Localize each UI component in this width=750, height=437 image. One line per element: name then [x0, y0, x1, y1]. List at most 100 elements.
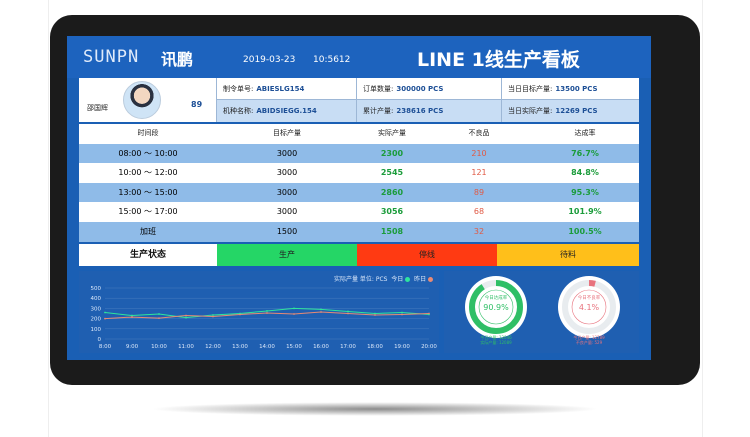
cell-actual: 1508 — [380, 227, 404, 236]
y-tick-label: 400 — [91, 296, 102, 302]
data-point — [401, 313, 403, 316]
gauge-line-1: 今日产量: 12789 — [573, 334, 605, 340]
data-point — [266, 310, 268, 312]
legend-today-label: 今日 — [391, 276, 404, 283]
cell-target: 3000 — [276, 187, 298, 197]
cell-period: 13:00 ～ 15:00 — [118, 187, 178, 197]
output-line-chart: 500 400 300 200 100 08:00 9:00 10:00 11:00 12:00 1… — [91, 286, 438, 350]
data-point — [239, 313, 241, 316]
brand-logo-cn: 讯鹏 — [161, 50, 194, 69]
gauge-value: 4.1% — [579, 303, 600, 312]
data-point — [185, 314, 187, 317]
table-row: 08:00 ～ 10:00 3000 2300 210 76.7% — [79, 143, 639, 164]
order-info-panel: 邵国辉 89 制令单号: ABIESLG154 订单数量: 300000 PCS 当… — [79, 78, 639, 122]
order-no-value: ABIESLG154 — [256, 85, 305, 93]
gauge-arc — [469, 280, 523, 334]
y-tick-label: 200 — [91, 317, 102, 323]
page-title: LINE 1线生产看板 — [417, 49, 580, 71]
x-tick-label: 8:00 — [99, 344, 112, 350]
x-tick-label: 18:00 — [367, 344, 383, 350]
target-today-label: 当日目标产量: — [508, 85, 553, 93]
data-point — [401, 311, 403, 314]
chart-legend: 实际产量 单位: PCS 今日 昨日 — [334, 274, 433, 283]
data-point — [104, 317, 106, 320]
order-no-cell: 制令单号: ABIESLG154 — [217, 78, 357, 100]
gauge-title: 今日不良率 — [578, 294, 601, 301]
cell-target: 1500 — [276, 227, 298, 236]
gauge-line-2: 实际产量: 12089 — [480, 339, 512, 345]
data-point — [347, 312, 349, 315]
x-tick-label: 20:00 — [421, 344, 437, 350]
data-point — [104, 311, 106, 314]
cell-defect: 89 — [473, 187, 485, 197]
brand-logo: SUNPN — [83, 47, 140, 67]
actual-today-label: 当日实际产量: — [508, 107, 553, 115]
model-cell: 机种名称: ABIDSIEGG.154 — [217, 100, 357, 122]
operator-name: 邵国辉 — [87, 104, 108, 112]
header-date: 2019-03-23 — [243, 55, 296, 65]
left-guide-line — [48, 0, 49, 437]
order-qty-label: 订单数量: — [363, 85, 394, 93]
col-header-actual: 实际产量 — [378, 129, 406, 137]
cell-rate: 84.8% — [571, 168, 599, 178]
data-point — [374, 312, 376, 315]
status-running: 生产 — [217, 244, 357, 266]
gauge-value: 90.9% — [483, 303, 509, 312]
order-no-label: 制令单号: — [223, 85, 254, 93]
y-tick-label: 0 — [98, 337, 102, 343]
data-point — [185, 316, 187, 319]
y-tick-label: 300 — [91, 306, 102, 312]
cell-target: 3000 — [276, 207, 298, 217]
table-header-row: 时间段 目标产量 实际产量 不良品 达成率 — [79, 124, 639, 144]
cell-rate: 76.7% — [571, 148, 599, 158]
legend-title: 实际产量 单位: PCS — [334, 276, 388, 283]
legend-today-dot — [405, 277, 411, 282]
table-row: 13:00 ～ 15:00 3000 2860 89 95.3% — [79, 182, 639, 203]
header-bar: SUNPN 讯鹏 2019-03-23 10:5612 LINE 1线生产看板 — [67, 36, 651, 78]
cell-defect: 121 — [471, 168, 487, 178]
data-point — [212, 314, 214, 316]
gauge-inner-ring — [571, 289, 607, 325]
data-point — [347, 310, 349, 313]
right-guide-line — [702, 0, 703, 437]
cell-actual: 2545 — [380, 168, 404, 178]
order-qty-cell: 订单数量: 300000 PCS — [357, 78, 502, 100]
cell-actual: 2300 — [380, 148, 404, 158]
x-tick-label: 13:00 — [232, 344, 248, 350]
output-line-chart-panel: 实际产量 单位: PCS 今日 昨日 500 400 300 200 100 0 8:00 9… — [79, 271, 439, 353]
rate-gauges-panel: 今日达成率 90.9% 今日产量: 12046 实际产量: 12089 今日不良率 4.1… — [444, 271, 639, 353]
cum-output-cell: 累计产量: 238616 PCS — [357, 100, 502, 122]
legend-yesterday-label: 昨日 — [414, 276, 427, 283]
cell-target: 3000 — [276, 168, 298, 178]
x-tick-label: 12:00 — [205, 344, 221, 350]
cell-period: 加班 — [140, 227, 156, 236]
gauge-inner-ring — [478, 289, 514, 325]
y-tick-label: 100 — [91, 327, 102, 333]
cell-actual: 3056 — [380, 207, 404, 217]
operator-number: 89 — [191, 100, 203, 109]
data-point — [266, 312, 268, 314]
order-qty-value: 300000 PCS — [396, 85, 444, 93]
x-tick-label: 10:00 — [151, 344, 167, 350]
table-row: 加班 1500 1508 32 100.5% — [79, 222, 639, 242]
actual-today-cell: 当日实际产量: 12269 PCS — [502, 100, 639, 122]
data-point — [131, 314, 133, 317]
monitor-shadow — [150, 402, 600, 416]
gauge-line-1: 今日产量: 12046 — [480, 334, 512, 340]
x-tick-label: 15:00 — [286, 344, 302, 350]
x-tick-label: 17:00 — [340, 344, 356, 350]
data-point — [320, 311, 322, 313]
legend-yesterday-dot — [428, 277, 433, 282]
table-row: 15:00 ～ 17:00 3000 3056 68 101.9% — [79, 202, 639, 222]
x-tick-label: 9:00 — [126, 344, 139, 350]
data-point — [212, 315, 214, 318]
header-time: 10:5612 — [313, 55, 351, 65]
x-tick-label: 14:00 — [259, 344, 275, 350]
cell-target: 3000 — [276, 148, 298, 158]
dashboard-screen: SUNPN 讯鹏 2019-03-23 10:5612 LINE 1线生产看板 … — [67, 36, 651, 360]
x-tick-label: 16:00 — [313, 344, 329, 350]
data-point — [293, 307, 295, 310]
col-header-period: 时间段 — [137, 129, 159, 137]
y-tick-label: 500 — [91, 286, 102, 292]
